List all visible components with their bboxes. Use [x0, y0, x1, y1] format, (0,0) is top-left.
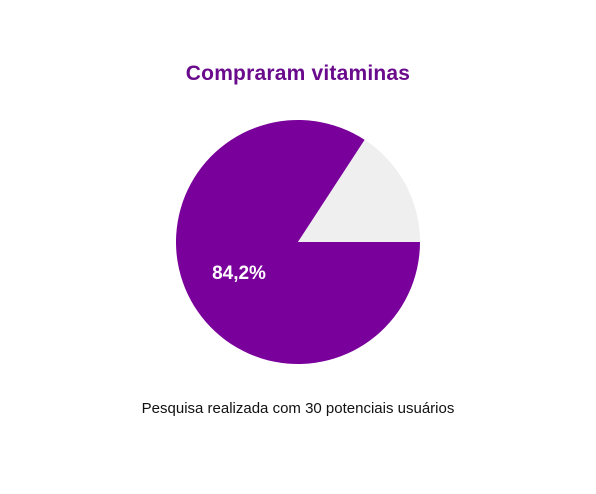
pie-slice-label-0: 84,2% [212, 263, 266, 284]
chart-caption: Pesquisa realizada com 30 potenciais usu… [141, 400, 455, 417]
chart-title: Compraram vitaminas [185, 62, 411, 85]
pie-slice-1 [298, 139, 420, 242]
pie-slice-0 [176, 119, 420, 364]
